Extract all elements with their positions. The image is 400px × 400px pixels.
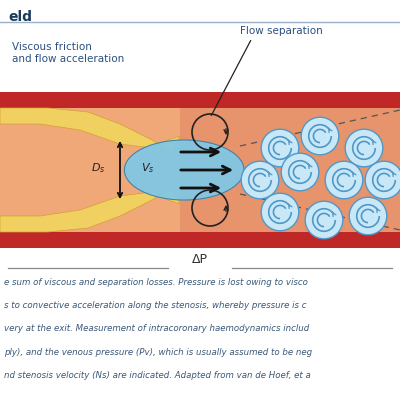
Polygon shape bbox=[124, 140, 244, 200]
Text: e sum of viscous and separation losses. Pressure is lost owing to visco: e sum of viscous and separation losses. … bbox=[4, 278, 308, 287]
Text: ply), and the venous pressure (Pv), which is usually assumed to be neg: ply), and the venous pressure (Pv), whic… bbox=[4, 348, 312, 357]
Circle shape bbox=[345, 129, 383, 167]
Circle shape bbox=[325, 161, 363, 199]
Text: $D_s$: $D_s$ bbox=[91, 161, 105, 175]
Text: s to convective acceleration along the stenosis, whereby pressure is c: s to convective acceleration along the s… bbox=[4, 301, 306, 310]
Polygon shape bbox=[0, 188, 180, 232]
Bar bbox=[180, 108, 400, 232]
Text: very at the exit. Measurement of intracoronary haemodynamics includ: very at the exit. Measurement of intraco… bbox=[4, 324, 309, 334]
Bar bbox=[0, 92, 400, 248]
Text: nd stenosis velocity (Ns) are indicated. Adapted from van de Hoef, et a: nd stenosis velocity (Ns) are indicated.… bbox=[4, 371, 311, 380]
Bar bbox=[0, 108, 400, 232]
Circle shape bbox=[261, 129, 299, 167]
Polygon shape bbox=[0, 108, 180, 152]
Circle shape bbox=[301, 117, 339, 155]
Circle shape bbox=[241, 161, 279, 199]
Circle shape bbox=[261, 193, 299, 231]
Circle shape bbox=[365, 161, 400, 199]
Circle shape bbox=[349, 197, 387, 235]
Text: Viscous friction
and flow acceleration: Viscous friction and flow acceleration bbox=[12, 42, 124, 64]
Text: eld: eld bbox=[8, 10, 32, 24]
Text: ΔP: ΔP bbox=[192, 253, 208, 266]
Circle shape bbox=[281, 153, 319, 191]
Circle shape bbox=[305, 201, 343, 239]
Text: $V_s$: $V_s$ bbox=[141, 161, 155, 175]
Text: Flow separation: Flow separation bbox=[240, 26, 323, 36]
